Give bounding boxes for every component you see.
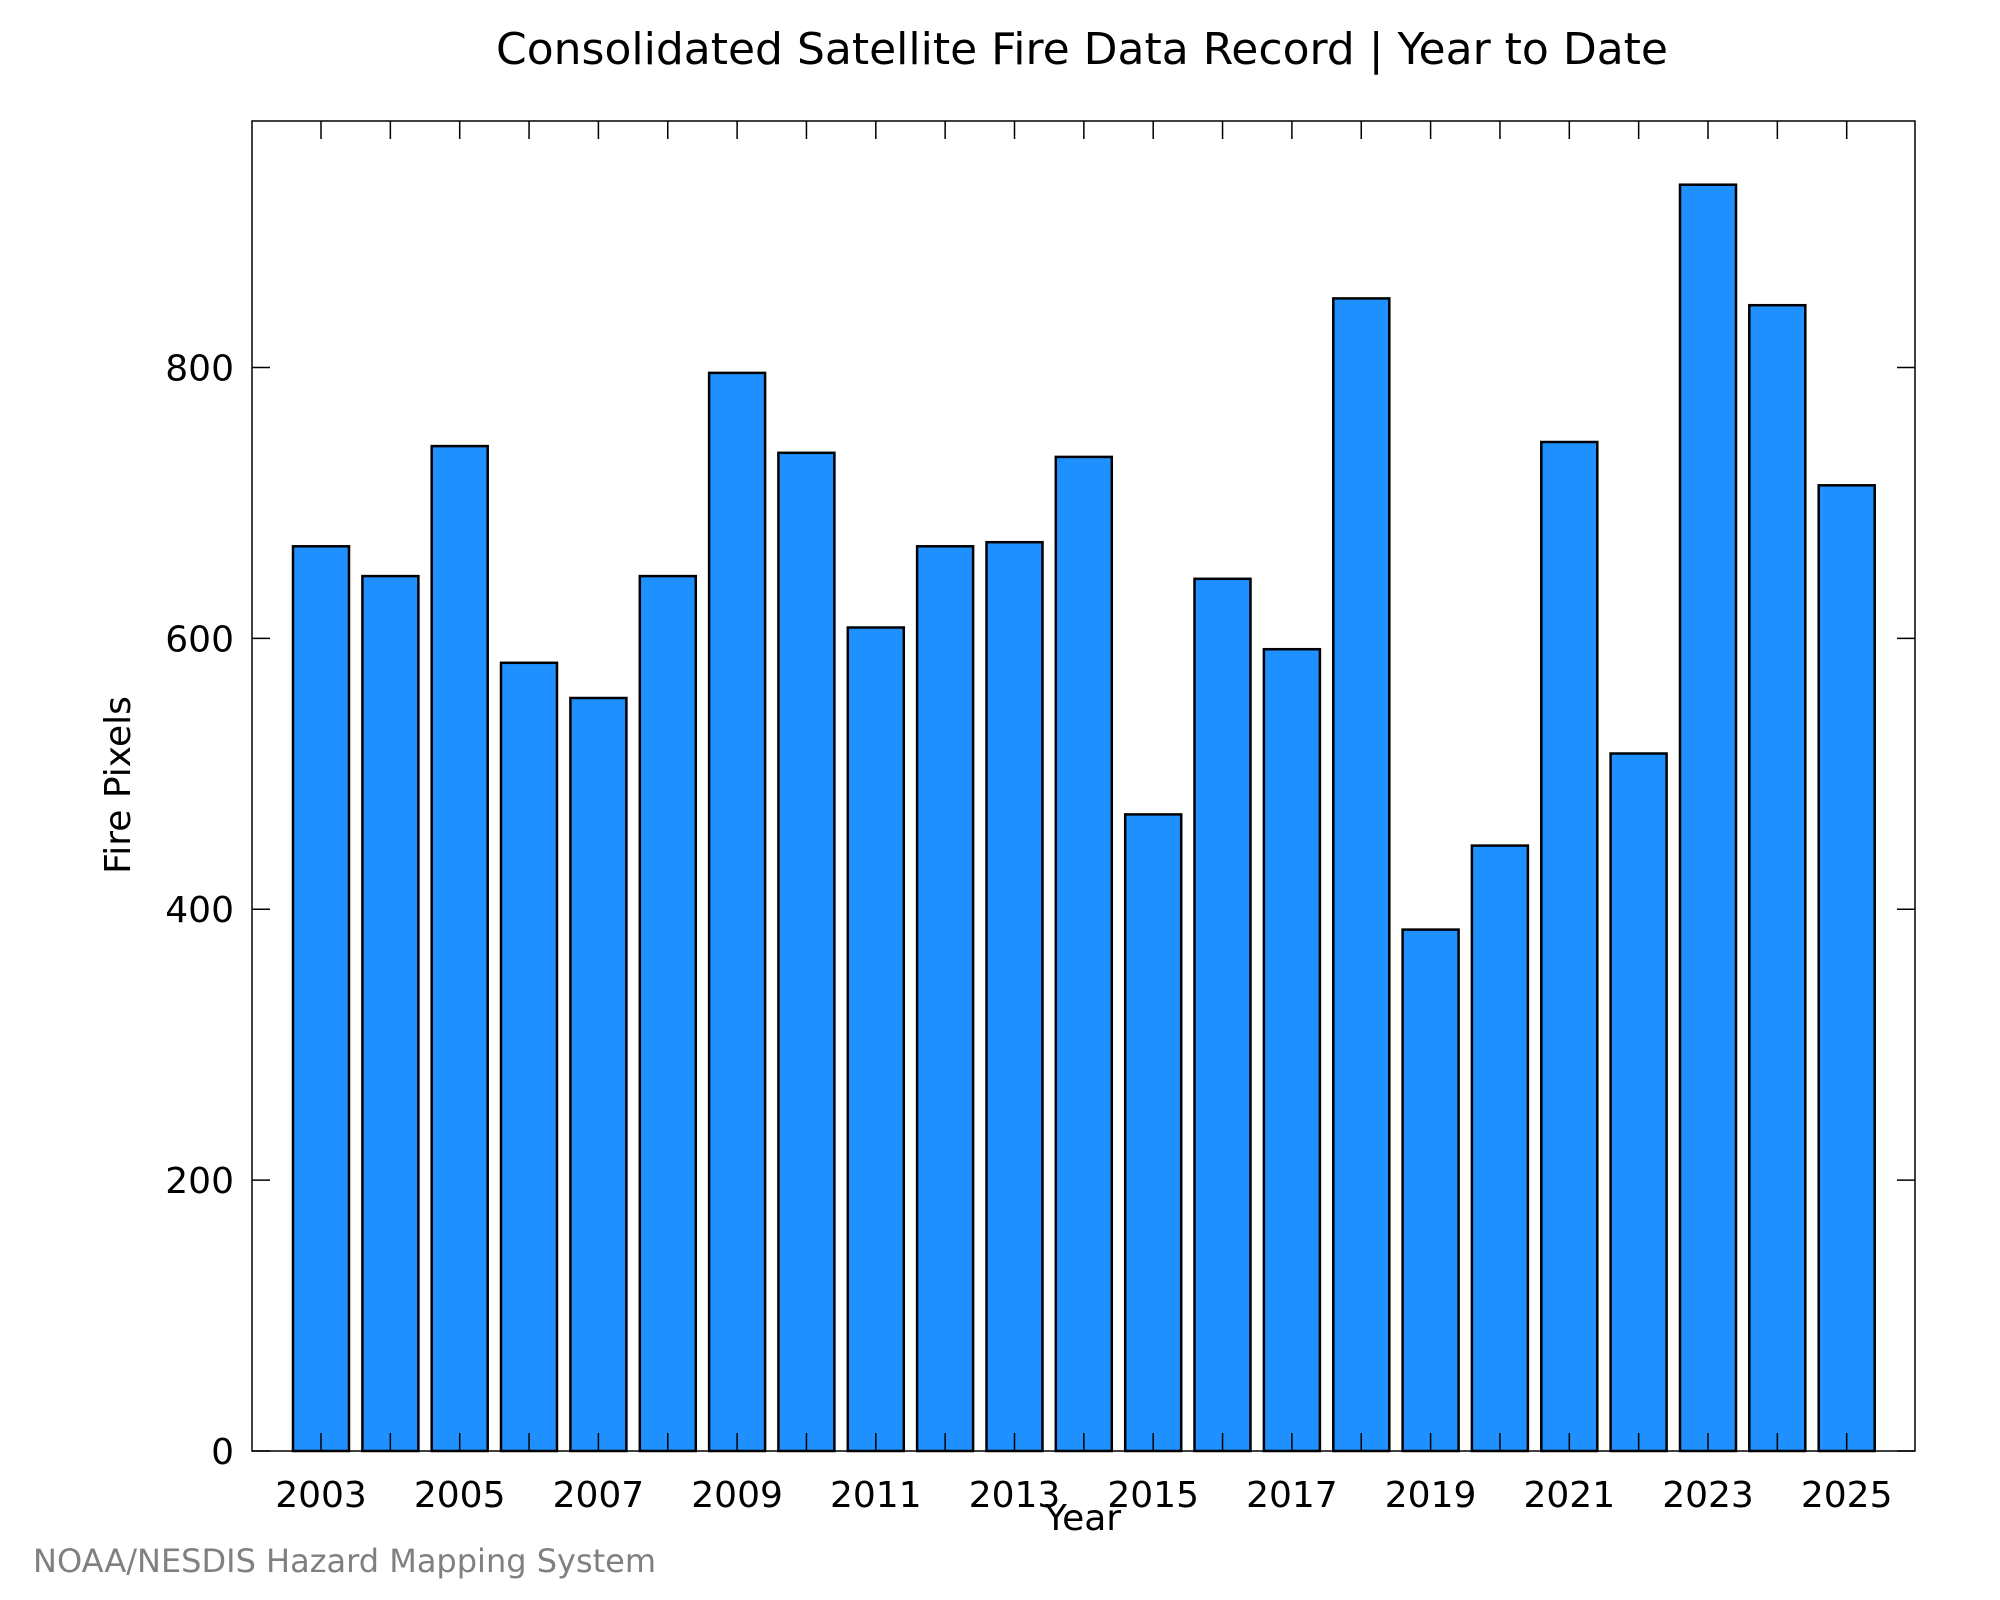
x-axis-ticks: 2003 2005 2007 2009 2011 2013 2015 2017 2019 2021… [275, 121, 1893, 1516]
x-tick-label: 2019 [1385, 1475, 1477, 1516]
bar-2020 [1470, 844, 1530, 1453]
y-tick-label: 0 [211, 1432, 234, 1473]
bar-2010 [777, 451, 836, 1453]
bar-2017 [1262, 647, 1322, 1453]
chart-title: Consolidated Satellite Fire Data Record … [496, 24, 1668, 75]
y-tick-label: 600 [165, 619, 234, 660]
x-tick-label: 2015 [1107, 1475, 1199, 1516]
y-axis-ticks: 0 200 400 600 800 [165, 348, 1915, 1473]
bar-2008 [638, 574, 698, 1453]
x-tick-label: 2011 [830, 1475, 922, 1516]
bars-group [291, 183, 1876, 1453]
bar-2023 [1678, 183, 1738, 1453]
bar-2011 [846, 626, 906, 1453]
bar-2024 [1748, 303, 1807, 1453]
x-tick-label: 2023 [1662, 1475, 1754, 1516]
x-tick-label: 2017 [1246, 1475, 1338, 1516]
bar-2021 [1540, 440, 1599, 1453]
y-tick-label: 400 [165, 890, 234, 931]
x-axis-label: Year [1044, 1498, 1121, 1539]
bar-2012 [915, 545, 975, 1453]
bar-2018 [1332, 297, 1391, 1453]
x-tick-label: 2005 [414, 1475, 506, 1516]
x-tick-label: 2013 [969, 1475, 1061, 1516]
y-tick-label: 800 [165, 348, 234, 389]
bar-2025 [1817, 484, 1876, 1453]
bar-2014 [1054, 455, 1114, 1453]
y-tick-label: 200 [165, 1161, 234, 1202]
x-tick-label: 2009 [691, 1475, 783, 1516]
bar-2009 [707, 371, 767, 1453]
x-tick-label: 2003 [275, 1475, 367, 1516]
bar-2015 [1123, 813, 1183, 1453]
bar-2007 [569, 696, 628, 1453]
y-axis-label: Fire Pixels [98, 696, 139, 874]
x-tick-label: 2007 [553, 1475, 645, 1516]
bar-2003 [291, 545, 351, 1453]
x-tick-label: 2021 [1523, 1475, 1615, 1516]
bar-2005 [430, 444, 489, 1453]
bar-2004 [361, 574, 420, 1453]
credit-text: NOAA/NESDIS Hazard Mapping System [33, 1542, 656, 1580]
bar-2006 [499, 661, 559, 1453]
x-tick-label: 2025 [1801, 1475, 1893, 1516]
bar-2013 [985, 540, 1044, 1453]
bar-2022 [1609, 752, 1668, 1453]
bar-2016 [1193, 577, 1252, 1453]
bar-2019 [1401, 928, 1460, 1453]
